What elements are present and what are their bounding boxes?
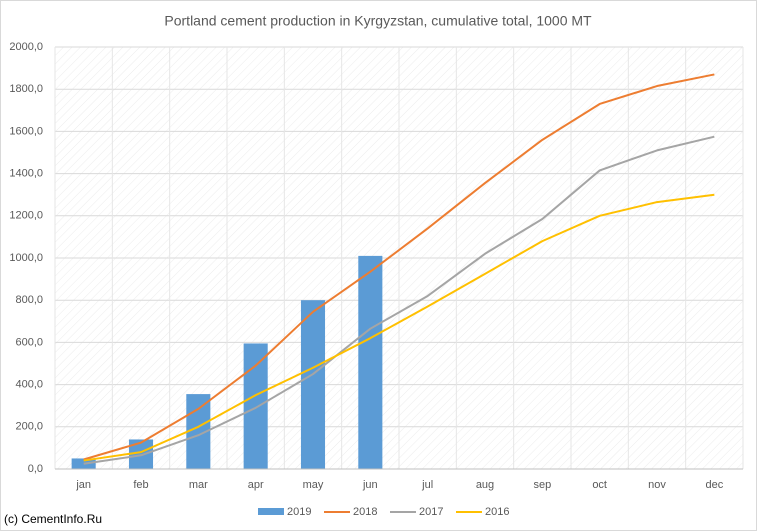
y-tick-label: 400,0 — [15, 379, 43, 391]
y-tick-label: 600,0 — [15, 336, 43, 348]
x-tick-label: nov — [648, 479, 666, 491]
y-tick-label: 800,0 — [15, 294, 43, 306]
legend-label: 2016 — [485, 506, 509, 518]
x-tick-label: sep — [533, 479, 551, 491]
legend-label: 2018 — [353, 506, 377, 518]
x-tick-label: may — [303, 479, 324, 491]
x-tick-label: aug — [476, 479, 494, 491]
x-tick-label: apr — [248, 479, 264, 491]
x-tick-label: feb — [133, 479, 148, 491]
y-tick-label: 2000,0 — [9, 41, 43, 53]
line — [83, 193, 715, 462]
y-tick-label: 1400,0 — [9, 168, 43, 180]
y-tick-label: 1800,0 — [9, 83, 43, 95]
bar — [300, 300, 326, 469]
y-tick-label: 1000,0 — [9, 252, 43, 264]
x-tick-label: oct — [592, 479, 607, 491]
x-tick-label: mar — [189, 479, 208, 491]
credit: (c) CementInfo.Ru — [4, 512, 102, 526]
y-tick-label: 0,0 — [28, 463, 43, 475]
bar — [243, 343, 268, 469]
legend-label: 2019 — [287, 506, 311, 518]
legend-label: 2017 — [419, 506, 443, 518]
bar — [358, 255, 383, 469]
x-tick-label: jan — [75, 479, 91, 491]
x-tick-label: jul — [421, 479, 433, 491]
legend-swatch — [258, 508, 284, 515]
line — [83, 135, 715, 465]
x-tick-label: dec — [705, 479, 723, 491]
y-tick-label: 1600,0 — [9, 125, 43, 137]
chart-title: Portland cement production in Kyrgyzstan… — [164, 13, 592, 29]
x-tick-label: jun — [362, 479, 378, 491]
line — [83, 73, 715, 461]
y-tick-label: 1200,0 — [9, 210, 43, 222]
y-tick-label: 200,0 — [15, 421, 43, 433]
